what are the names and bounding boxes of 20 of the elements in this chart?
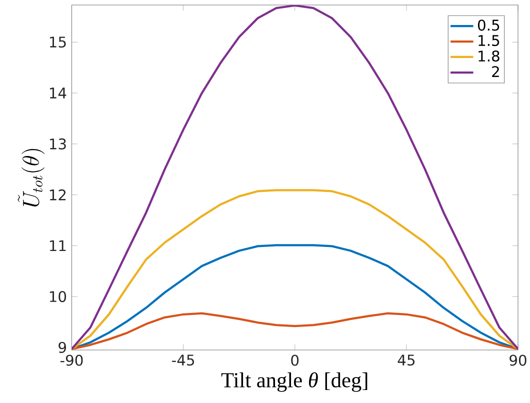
x-tick-label: -45 xyxy=(172,354,194,366)
y-tick-label: 13 xyxy=(50,138,66,150)
y-tick-label: 9 xyxy=(58,342,66,354)
legend-label: 1.8 xyxy=(478,50,500,62)
x-tick-label: 90 xyxy=(510,354,526,366)
y-tick-label: 11 xyxy=(50,240,66,252)
legend-label: 2 xyxy=(492,66,499,77)
line-series xyxy=(72,4,518,350)
x-tick-label: 45 xyxy=(398,354,414,366)
line-series xyxy=(72,312,518,350)
y-tick-label: 10 xyxy=(50,291,66,302)
y-tick-label: 15 xyxy=(50,36,66,48)
y-axis-title: $\tilde{U}_{tot}(\theta)$ xyxy=(18,149,45,206)
legend-label: 0.5 xyxy=(478,20,500,31)
y-tick-label: 14 xyxy=(50,88,66,98)
x-tick-label: -90 xyxy=(60,354,83,366)
y-tick-label: 12 xyxy=(50,189,66,200)
x-tick-label: 0 xyxy=(291,354,299,366)
x-axis-title: Tilt angle θ [deg] xyxy=(221,372,368,392)
legend-label: 1.5 xyxy=(478,35,500,46)
